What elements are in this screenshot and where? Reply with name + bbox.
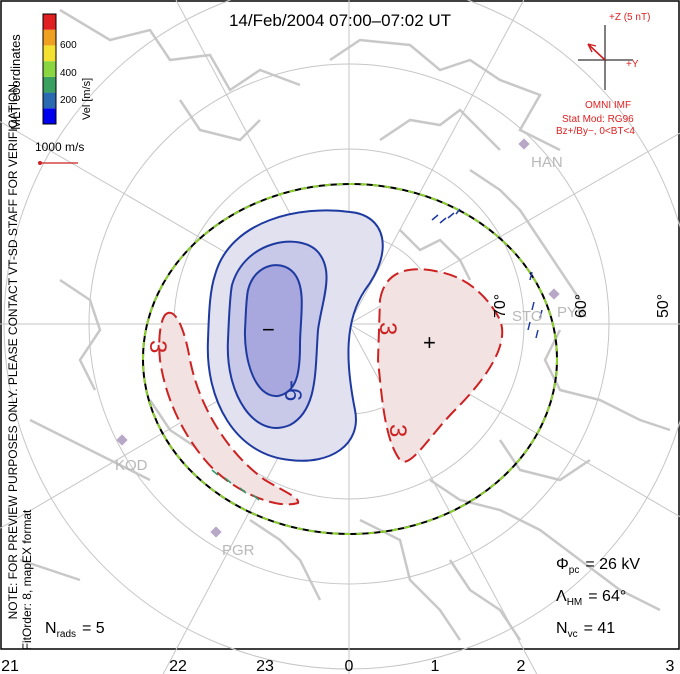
map-stats: Φpc = 26 kV ΛHM = 64° Nvc = 41 Nrads = 5 — [45, 556, 640, 640]
contour-labels: -6 3 3 3 — [144, 322, 411, 437]
station-han: HAN — [531, 154, 563, 171]
colorbar-cell — [43, 29, 56, 46]
mlt-axis: 21 22 23 0 1 2 3 — [1, 658, 674, 674]
mlt-label-2: 2 — [517, 658, 526, 674]
velocity-vectors — [211, 208, 543, 501]
lat-70-label: 70° — [492, 294, 509, 318]
reference-vector: 1000 m/s — [35, 140, 84, 165]
lambda-hm-stat: ΛHM = 64° — [556, 588, 626, 608]
contour-label-pos-left: 3 — [144, 340, 171, 353]
focus-markers: − + — [262, 317, 436, 355]
plot-frame — [0, 0, 680, 650]
positive-cells — [158, 268, 504, 506]
station-sto: STO — [512, 308, 543, 325]
phi-pc-stat: Φpc = 26 kV — [556, 556, 640, 576]
maximum-marker: + — [423, 330, 436, 355]
mlt-label-0: 0 — [345, 658, 354, 674]
imf-model-line1: Stat Mod: RG96 — [562, 114, 634, 125]
station-kod: KOD — [115, 457, 148, 474]
note-fitorder: FitOrder: 8, mapEX format — [20, 509, 34, 650]
imf-z-label: +Z (5 nT) — [609, 12, 650, 23]
imf-model-line2: Bz+/By−, 0<BT<4 — [556, 126, 635, 137]
colorbar-cell — [43, 76, 56, 93]
station-labels: HAN PYK KOD PGR STO — [115, 154, 587, 559]
coastlines — [19, 8, 671, 641]
station-pgr: PGR — [222, 542, 255, 559]
colorbar-tick-400: 400 — [60, 68, 77, 79]
colorbar-cell — [43, 45, 56, 62]
colorbar-cell — [43, 108, 56, 124]
lat-60-label: 60° — [573, 294, 590, 318]
mlt-label-3: 3 — [666, 658, 675, 674]
imf-y-label: +Y — [626, 59, 639, 70]
imf-clock: +Z (5 nT) +Y OMNI IMF Stat Mod: RG96 Bz+… — [556, 12, 650, 137]
note-mlt-coordinates: MLT coordinates — [8, 34, 23, 130]
colorbar-tick-600: 600 — [60, 40, 77, 51]
imf-model-title: OMNI IMF — [585, 100, 631, 111]
colorbar-label: Vel [m/s] — [81, 78, 93, 120]
station-pyk: PYK — [557, 304, 587, 321]
colorbar-cell — [43, 61, 56, 77]
note-preview: NOTE: FOR PREVIEW PURPOSES ONLY. PLEASE … — [6, 81, 20, 620]
velocity-colorbar: 600 400 200 Vel [m/s] — [42, 13, 93, 125]
colorbar-cell — [43, 92, 56, 109]
minimum-marker: − — [262, 317, 275, 342]
map-title: 14/Feb/2004 07:00–07:02 UT — [229, 11, 451, 30]
contour-label-pos-bottom: 3 — [384, 424, 411, 437]
mlt-label-21: 21 — [1, 658, 19, 674]
negative-cell — [206, 209, 384, 462]
colorbar-cell — [43, 14, 56, 30]
reference-vector-label: 1000 m/s — [35, 140, 84, 154]
contour-label-pos-top: 3 — [374, 322, 401, 335]
mlt-label-22: 22 — [169, 658, 187, 674]
nrads-stat: Nrads = 5 — [45, 620, 105, 640]
contour-label-negative: -6 — [279, 380, 306, 401]
mlt-label-23: 23 — [256, 658, 274, 674]
latitude-labels: 70° 60° 50° — [492, 294, 672, 318]
colorbar-tick-200: 200 — [60, 95, 77, 106]
mlt-label-1: 1 — [431, 658, 440, 674]
lat-50-label: 50° — [655, 294, 672, 318]
nvc-stat: Nvc = 41 — [556, 620, 615, 640]
hm-boundary — [142, 183, 558, 535]
